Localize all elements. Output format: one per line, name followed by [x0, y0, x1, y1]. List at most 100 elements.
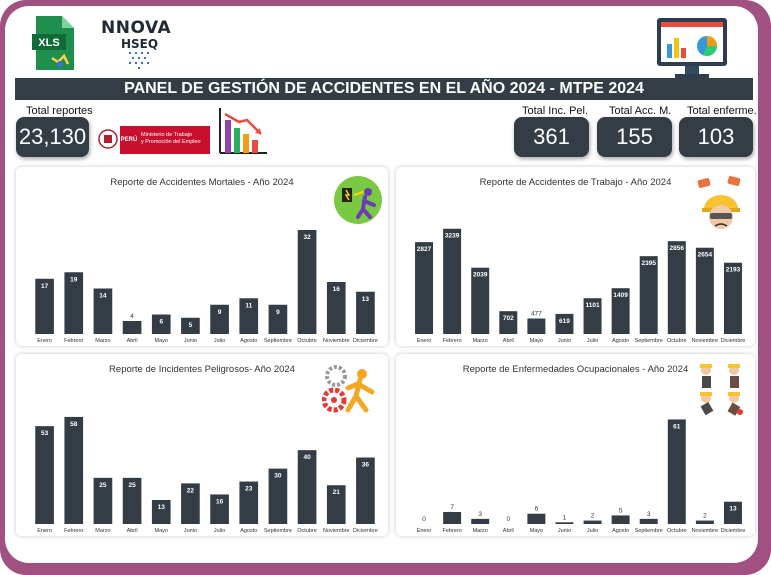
bar-abril[interactable]: [499, 311, 518, 334]
excel-file-icon[interactable]: XLS: [32, 14, 76, 72]
bar-agosto[interactable]: [611, 288, 630, 334]
xls-label: XLS: [38, 37, 59, 49]
bar-agosto[interactable]: [611, 515, 630, 524]
category-label: Enero: [417, 338, 432, 344]
peru-flag-label: PERÚ: [120, 126, 138, 154]
chart-card-mortales: Reporte de Accidentes Mortales - Año 202…: [16, 167, 388, 346]
bar-septiembre[interactable]: [268, 468, 288, 524]
bar-febrero[interactable]: [443, 512, 462, 524]
bar-mayo[interactable]: [527, 318, 546, 334]
bar-noviembre[interactable]: [695, 520, 714, 524]
category-label: Junio: [184, 338, 197, 344]
bar-julio[interactable]: [210, 494, 229, 524]
bar-diciembre[interactable]: [356, 291, 375, 334]
bar-chart-mortales: 17 Enero 19 Febrero 14 Marzo 4 Abril 6 Mayo 5 Junio…: [35, 230, 378, 344]
category-label: Octubre: [297, 528, 317, 534]
bar-agosto[interactable]: [239, 298, 259, 334]
bar-septiembre[interactable]: [639, 518, 658, 524]
data-label: 30: [274, 473, 282, 480]
data-label: 13: [729, 506, 737, 513]
bar-diciembre[interactable]: [356, 457, 375, 524]
data-label: 2: [703, 513, 707, 520]
category-label: Mayo: [155, 528, 168, 534]
bar-octubre[interactable]: [297, 450, 317, 524]
bar-octubre[interactable]: [667, 419, 686, 524]
bar-febrero[interactable]: [64, 416, 84, 524]
category-label: Febrero: [64, 338, 83, 344]
data-label: 2654: [698, 252, 713, 259]
category-label: Marzo: [473, 338, 488, 344]
bar-enero[interactable]: [35, 278, 54, 334]
data-label: 1409: [613, 292, 628, 299]
data-label: 3: [478, 511, 482, 518]
data-label: 58: [70, 421, 78, 428]
kpi-inc-pel-value: 361: [514, 117, 589, 157]
category-label: Abril: [127, 528, 138, 534]
data-label: 53: [41, 430, 49, 437]
bar-marzo[interactable]: [93, 288, 113, 335]
bar-octubre[interactable]: [667, 241, 686, 334]
bar-julio[interactable]: [210, 304, 229, 334]
category-label: Julio: [214, 528, 225, 534]
bar-chart-trabajo: 2827 Enero 3239 Febrero 2039 Marzo 702 Abril 477…: [415, 228, 746, 344]
bar-octubre[interactable]: [297, 230, 317, 334]
bar-enero[interactable]: [35, 426, 54, 524]
bar-enero[interactable]: [415, 242, 434, 334]
bar-septiembre[interactable]: [268, 304, 288, 334]
chart-title: Reporte de Accidentes Mortales - Año 202…: [110, 177, 294, 188]
bar-julio[interactable]: [583, 298, 602, 334]
category-label: Agosto: [612, 338, 629, 344]
sick-workers-icon: [700, 364, 743, 416]
bar-marzo[interactable]: [93, 477, 113, 524]
data-label: 6: [535, 506, 539, 513]
injured-worker-icon: [697, 176, 741, 229]
bar-junio[interactable]: [181, 483, 200, 524]
category-label: Enero: [37, 528, 52, 534]
category-label: Agosto: [612, 528, 629, 534]
bar-diciembre[interactable]: [723, 262, 742, 334]
data-label: 17: [41, 283, 49, 290]
brand-line-1: NNOVA: [101, 18, 172, 38]
category-label: Mayo: [155, 338, 168, 344]
bar-mayo[interactable]: [151, 314, 171, 335]
data-label: 4: [130, 313, 134, 320]
category-label: Diciembre: [353, 338, 378, 344]
data-label: 19: [70, 276, 78, 283]
data-label: 2039: [473, 272, 488, 279]
bar-noviembre[interactable]: [326, 282, 346, 334]
bar-abril[interactable]: [122, 321, 142, 334]
bar-febrero[interactable]: [64, 272, 84, 334]
category-label: Noviembre: [323, 528, 350, 534]
category-label: Septiembre: [635, 528, 663, 534]
bar-abril[interactable]: [122, 477, 142, 524]
data-label: 22: [187, 487, 195, 494]
bar-mayo[interactable]: [527, 513, 546, 524]
category-label: Octubre: [667, 338, 687, 344]
dashboard-canvas: XLS NNOVA HSEQ PANEL DE GESTIÓN DE ACCID…: [5, 6, 758, 563]
data-label: 11: [245, 302, 252, 309]
category-label: Diciembre: [721, 338, 746, 344]
monitor-chart-icon: [657, 18, 727, 78]
bar-agosto[interactable]: [239, 481, 259, 524]
bar-diciembre[interactable]: [723, 501, 742, 524]
bar-marzo[interactable]: [471, 267, 490, 334]
bar-septiembre[interactable]: [639, 256, 658, 334]
brand-line-2: HSEQ: [121, 37, 159, 51]
data-label: 16: [333, 286, 341, 293]
bar-febrero[interactable]: [443, 228, 462, 334]
bar-marzo[interactable]: [471, 518, 490, 524]
bar-noviembre[interactable]: [695, 247, 714, 334]
bar-junio[interactable]: [555, 313, 574, 334]
category-label: Marzo: [473, 528, 488, 534]
data-label: 61: [673, 423, 681, 430]
bar-mayo[interactable]: [151, 500, 171, 524]
data-label: 2: [591, 513, 595, 520]
bar-noviembre[interactable]: [326, 485, 346, 524]
data-label: 2827: [417, 246, 432, 253]
chart-title: Reporte de Incidentes Peligrosos- Año 20…: [109, 364, 295, 375]
bar-junio[interactable]: [181, 317, 200, 334]
kpi-total-reports-label: Total reportes: [26, 105, 93, 117]
bar-junio[interactable]: [555, 522, 574, 524]
bar-julio[interactable]: [583, 520, 602, 524]
electric-shock-icon: [334, 176, 382, 224]
